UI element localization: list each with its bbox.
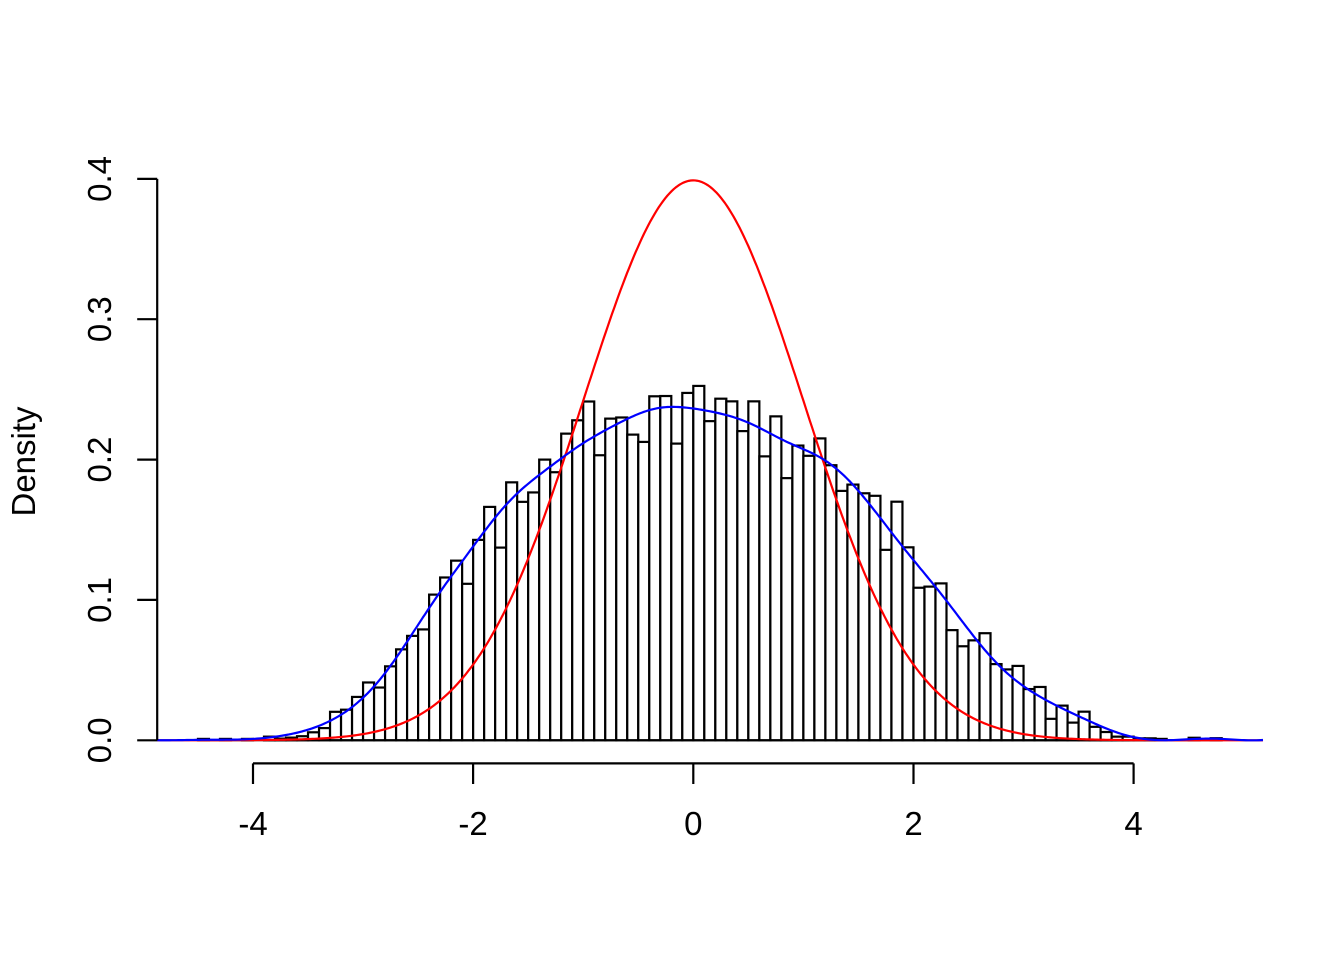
svg-text:2: 2: [904, 805, 922, 842]
svg-text:0.0: 0.0: [81, 717, 118, 763]
svg-text:Density: Density: [5, 406, 42, 517]
svg-text:0.4: 0.4: [81, 156, 118, 202]
svg-text:0.1: 0.1: [81, 577, 118, 623]
svg-text:-2: -2: [458, 805, 487, 842]
svg-text:0.2: 0.2: [81, 437, 118, 483]
svg-text:-4: -4: [238, 805, 267, 842]
svg-text:0.3: 0.3: [81, 296, 118, 342]
svg-text:0: 0: [684, 805, 702, 842]
svg-text:4: 4: [1124, 805, 1142, 842]
